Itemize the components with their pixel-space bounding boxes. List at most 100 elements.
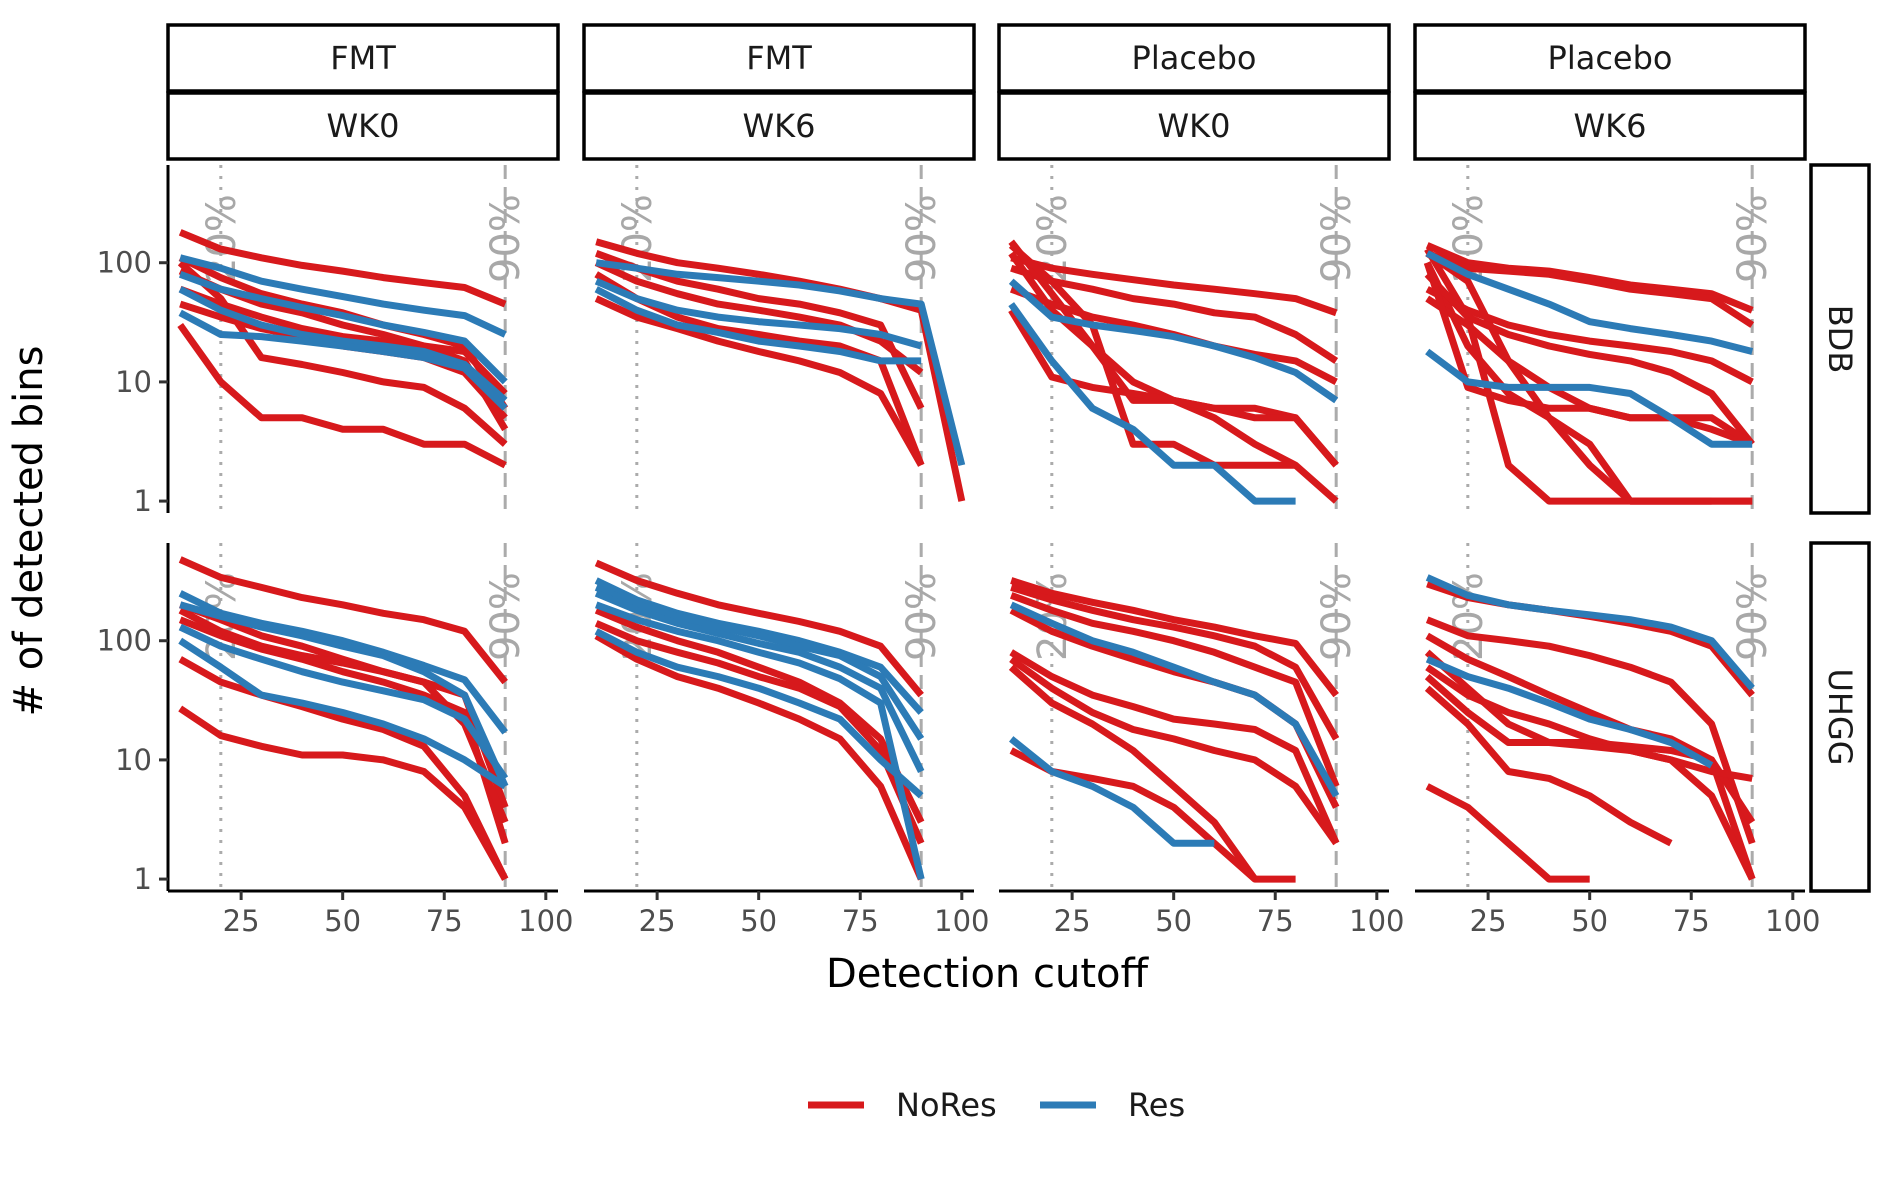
x-tick-label: 25	[1470, 904, 1507, 938]
x-tick-label: 50	[740, 904, 777, 938]
strip-database-label: UHGG	[1821, 668, 1859, 765]
series-line-nores	[1425, 242, 1754, 314]
series-line-nores	[1425, 250, 1755, 328]
strip-database-box	[1809, 541, 1871, 893]
series-line-nores	[178, 656, 509, 881]
series-line-res	[1425, 348, 1753, 448]
strip-treatment-label: Placebo	[1548, 39, 1673, 77]
series-line-res	[179, 601, 509, 788]
series-line-nores	[178, 229, 507, 308]
cutoff-label: 90%	[1730, 194, 1776, 283]
series-line-res	[1425, 574, 1755, 691]
x-tick-label: 100	[1765, 904, 1820, 938]
cutoff-label: 90%	[1730, 572, 1776, 661]
series-line-nores	[594, 559, 924, 698]
strip-treatment-label: Placebo	[1132, 39, 1257, 77]
x-tick-label: 100	[1349, 904, 1404, 938]
series-line-nores	[594, 632, 925, 881]
strip-week-box	[166, 91, 560, 161]
strip-treatment-box	[1413, 23, 1807, 93]
y-tick-label: 1	[134, 484, 152, 518]
cutoff-label: 90%	[483, 572, 529, 661]
series-line-res	[594, 286, 922, 365]
x-tick-label: 50	[324, 904, 361, 938]
legend-label-res: Res	[1128, 1086, 1185, 1124]
x-tick-label: 75	[1673, 904, 1710, 938]
panel: 20% 90%	[594, 543, 945, 891]
strip-week-box	[582, 91, 976, 161]
series-line-res	[594, 277, 923, 350]
axes: 1 10 100 1 10 100 25 50 75 100 25 50 75 100 25 50 75 100 2…	[97, 165, 1820, 938]
strip-treatment-box	[997, 23, 1391, 93]
strip-treatment-label: FMT	[330, 39, 396, 77]
y-tick-label: 10	[115, 743, 152, 777]
cutoff-label: 90%	[483, 194, 529, 283]
cutoff-label: 90%	[899, 572, 945, 661]
series-line-nores	[1010, 584, 1340, 741]
x-tick-label: 25	[639, 904, 676, 938]
series-line-res	[595, 259, 966, 467]
series-line-nores	[1424, 261, 1753, 505]
strip-database-box	[1809, 163, 1871, 515]
series-line-res	[178, 637, 508, 790]
x-tick-label: 100	[934, 904, 989, 938]
series-line-nores	[1424, 673, 1753, 782]
series-line-nores	[1424, 271, 1755, 447]
series-line-nores	[1008, 664, 1258, 882]
x-tick-label: 50	[1155, 904, 1192, 938]
series-line-res	[1008, 302, 1296, 505]
strip-treatment-box	[166, 23, 560, 93]
strip-week-label: WK0	[327, 107, 400, 145]
y-tick-label: 1	[134, 862, 152, 896]
series-line-nores	[1425, 286, 1754, 386]
series-line-nores	[1010, 264, 1339, 364]
series-line-res	[594, 601, 925, 880]
series-line-nores	[177, 322, 507, 469]
series-line-nores	[594, 620, 925, 845]
series-line-nores	[178, 556, 508, 685]
panel: 20% 90%	[1008, 543, 1360, 891]
series-line-nores	[1425, 783, 1590, 883]
strip-database-label: BDB	[1821, 305, 1859, 374]
series-line-nores	[1010, 254, 1338, 317]
series-line-nores	[1423, 261, 1755, 448]
y-axis-title: # of detected bins	[6, 346, 52, 717]
panel: 20% 90%	[177, 165, 529, 513]
cutoff-label: 90%	[1314, 572, 1360, 661]
strip-treatment-label: FMT	[746, 39, 812, 77]
series-line-nores	[1009, 656, 1340, 846]
y-tick-label: 100	[97, 246, 152, 280]
series-line-res	[1009, 601, 1340, 798]
series-line-nores	[1009, 649, 1340, 845]
strip-week-label: WK6	[1574, 107, 1647, 145]
series-line-res	[1425, 250, 1754, 355]
x-tick-label: 75	[426, 904, 463, 938]
cutoff-label: 90%	[899, 194, 945, 283]
panel: 20% 90%	[178, 543, 529, 891]
series-line-res	[1008, 278, 1339, 404]
x-tick-label: 50	[1571, 904, 1608, 938]
strip-treatment-box	[582, 23, 976, 93]
series-line-res	[178, 309, 508, 411]
facet-strips: FMT WK0 FMT WK6 Placebo WK0 Placebo WK6 BDB UHGG	[166, 23, 1871, 893]
series-line-res	[594, 577, 924, 715]
cutoff-label: 90%	[1314, 194, 1360, 283]
y-tick-label: 100	[97, 624, 152, 658]
x-tick-label: 25	[1054, 904, 1091, 938]
strip-week-label: WK0	[1158, 107, 1231, 145]
series-line-res	[1009, 736, 1215, 847]
series-line-res	[594, 628, 924, 799]
series-line-res	[1425, 655, 1714, 769]
strip-week-label: WK6	[743, 107, 816, 145]
x-tick-label: 25	[223, 904, 260, 938]
series-line-nores	[1425, 632, 1756, 881]
legend: NoRes Res	[808, 1086, 1185, 1124]
series-line-nores	[1009, 592, 1340, 788]
panel: 20% 90%	[594, 165, 966, 513]
series-line-nores	[594, 607, 925, 824]
series-line-nores	[594, 295, 925, 467]
legend-label-nores: NoRes	[896, 1086, 997, 1124]
panels-layer: 20% 90% 20% 90% 20% 90% 20% 90%20% 90% 20% 90% 20% 9…	[177, 165, 1776, 891]
series-line-nores	[178, 705, 509, 881]
series-line-nores	[1424, 685, 1673, 847]
